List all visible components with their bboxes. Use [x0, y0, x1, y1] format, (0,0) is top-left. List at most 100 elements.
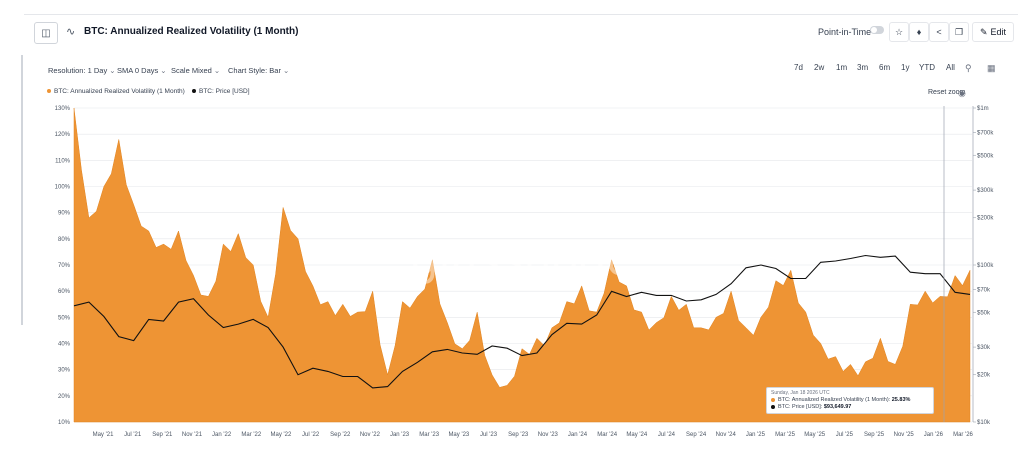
y-right-tick-label: $700k	[977, 130, 994, 136]
range-2w-button[interactable]: 2w	[814, 63, 825, 72]
sma-select[interactable]: SMA 0 Days ⌄	[117, 66, 167, 75]
tooltip-row-volatility: BTC: Annualized Realized Volatility (1 M…	[771, 397, 929, 403]
y-left-tick-label: 20%	[58, 394, 71, 400]
legend-item-volatility[interactable]: BTC: Annualized Realized Volatility (1 M…	[47, 88, 185, 95]
y-left-tick-label: 70%	[58, 263, 71, 269]
x-tick-label: Sep '25	[864, 432, 885, 438]
x-tick-label: May '23	[448, 432, 469, 438]
chart-style-label: Chart Style: Bar	[228, 66, 281, 75]
y-left-tick-label: 50%	[58, 315, 71, 321]
x-tick-label: Sep '23	[508, 432, 529, 438]
point-in-time-toggle[interactable]	[870, 26, 884, 34]
x-tick-label: Nov '21	[182, 432, 203, 438]
alert-button[interactable]: ♦	[909, 22, 929, 42]
edit-label: Edit	[990, 27, 1007, 37]
y-left-tick-label: 30%	[58, 368, 71, 374]
y-right-tick-label: $300k	[977, 188, 994, 194]
copy-icon: ❐	[954, 26, 964, 37]
x-tick-label: May '25	[804, 432, 825, 438]
x-tick-label: Sep '21	[152, 432, 173, 438]
x-tick-label: Jan '25	[746, 432, 766, 438]
reset-zoom-button[interactable]: Reset zoom	[928, 89, 966, 96]
edit-button[interactable]: ✎ Edit	[972, 22, 1014, 42]
chevron-down-icon: ⌄	[109, 66, 116, 75]
x-tick-label: Sep '24	[686, 432, 707, 438]
x-tick-label: Jul '23	[480, 432, 498, 438]
range-6m-button[interactable]: 6m	[879, 63, 891, 72]
chart-tooltip: Sunday, Jan 18 2026 UTC BTC: Annualized …	[766, 387, 934, 414]
range-ytd-button[interactable]: YTD	[919, 63, 935, 72]
x-tick-label: Jan '26	[924, 432, 944, 438]
x-tick-label: Mar '25	[775, 432, 795, 438]
y-right-tick-label: $20k	[977, 373, 991, 379]
tooltip-value: 25.83%	[891, 397, 911, 403]
zoom-icon[interactable]: ⚲	[965, 63, 972, 73]
point-in-time-label: Point-in-Time	[818, 27, 872, 37]
x-tick-label: Jul '24	[658, 432, 676, 438]
y-right-tick-label: $30k	[977, 345, 991, 351]
camera-icon[interactable]: ◉	[958, 88, 966, 98]
range-1y-button[interactable]: 1y	[901, 63, 910, 72]
favorite-button[interactable]: ☆	[889, 22, 909, 42]
x-tick-label: Jul '25	[836, 432, 854, 438]
y-left-tick-label: 90%	[58, 211, 71, 217]
tooltip-value: $93,649.97	[823, 404, 852, 410]
resolution-select[interactable]: Resolution: 1 Day ⌄	[48, 66, 116, 75]
copy-button[interactable]: ❐	[949, 22, 969, 42]
legend-swatch-volatility	[47, 89, 51, 94]
x-tick-label: Sep '22	[330, 432, 351, 438]
y-right-tick-label: $50k	[977, 310, 991, 316]
legend-item-price[interactable]: BTC: Price [USD]	[192, 88, 250, 95]
x-tick-label: Mar '22	[241, 432, 261, 438]
x-tick-label: May '24	[626, 432, 647, 438]
sidebar-icon: ◫	[41, 27, 51, 39]
sidebar-toggle-button[interactable]: ◫	[34, 22, 58, 44]
share-button[interactable]: <	[929, 22, 949, 42]
x-tick-label: Nov '25	[894, 432, 915, 438]
x-tick-label: Nov '23	[538, 432, 559, 438]
watermark: glassnode	[411, 235, 634, 286]
bell-icon: ♦	[916, 27, 922, 37]
x-tick-label: Jan '23	[390, 432, 410, 438]
y-right-tick-label: $70k	[977, 287, 991, 293]
tooltip-label: BTC: Price [USD]:	[778, 404, 823, 410]
x-tick-label: May '22	[271, 432, 292, 438]
y-right-tick-label: $10k	[977, 420, 991, 426]
tooltip-row-price: BTC: Price [USD]: $93,649.97	[771, 404, 929, 410]
tooltip-date: Sunday, Jan 18 2026 UTC	[771, 390, 830, 396]
x-tick-label: Mar '23	[419, 432, 439, 438]
calendar-icon[interactable]: ▦	[987, 63, 996, 73]
range-7d-button[interactable]: 7d	[794, 63, 803, 72]
header-bar: ◫ ∿ BTC: Annualized Realized Volatility …	[34, 22, 1016, 44]
sma-label: SMA 0 Days	[117, 66, 159, 75]
y-left-tick-label: 60%	[58, 289, 71, 295]
y-left-tick-label: 40%	[58, 342, 71, 348]
range-1m-button[interactable]: 1m	[836, 63, 848, 72]
x-tick-label: Jan '24	[568, 432, 588, 438]
chart-panel	[24, 14, 1018, 455]
x-tick-label: Mar '26	[953, 432, 973, 438]
price-series	[73, 254, 971, 389]
x-tick-label: May '21	[93, 432, 114, 438]
range-all-button[interactable]: All	[946, 63, 955, 72]
page-title: BTC: Annualized Realized Volatility (1 M…	[84, 26, 299, 37]
chart-style-select[interactable]: Chart Style: Bar ⌄	[228, 66, 289, 75]
x-tick-label: Nov '24	[716, 432, 737, 438]
x-tick-label: Nov '22	[360, 432, 381, 438]
legend-label: BTC: Price [USD]	[199, 88, 250, 95]
y-left-tick-label: 130%	[55, 106, 71, 112]
y-right-tick-label: $500k	[977, 153, 994, 159]
volatility-series	[73, 107, 971, 423]
chevron-down-icon: ⌄	[282, 66, 290, 75]
panel-scroll-edge	[21, 55, 23, 325]
chevron-down-icon: ⌄	[160, 66, 167, 75]
scale-select[interactable]: Scale Mixed ⌄	[171, 66, 220, 75]
tooltip-label: BTC: Annualized Realized Volatility (1 M…	[778, 397, 891, 403]
scale-label: Scale Mixed	[171, 66, 212, 75]
y-right-tick-label: $200k	[977, 216, 994, 222]
star-icon: ☆	[894, 26, 904, 37]
range-3m-button[interactable]: 3m	[857, 63, 869, 72]
legend-swatch-price	[192, 89, 196, 94]
y-left-tick-label: 120%	[55, 132, 71, 138]
metric-chart-icon: ∿	[66, 26, 76, 38]
